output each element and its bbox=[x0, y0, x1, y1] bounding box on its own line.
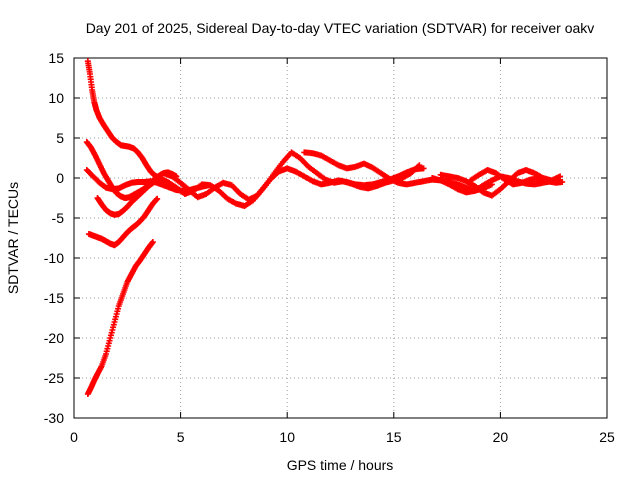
x-tick-label: 25 bbox=[599, 429, 615, 445]
x-tick-label: 10 bbox=[279, 429, 295, 445]
axis-ticks: 0 5 10 15 20 25 -30 -25 -20 -15 -10 -5 0 5 10 15 bbox=[44, 50, 615, 445]
plot-frame bbox=[73, 57, 608, 419]
series-track-12 bbox=[467, 167, 566, 188]
data-points bbox=[83, 58, 566, 397]
y-tick-label: -10 bbox=[44, 250, 64, 266]
data-point bbox=[559, 179, 566, 185]
y-tick-label: 15 bbox=[48, 50, 64, 66]
y-tick-label: 5 bbox=[56, 130, 64, 146]
data-point bbox=[420, 165, 427, 172]
y-tick-label: -20 bbox=[44, 330, 64, 346]
y-tick-label: -15 bbox=[44, 290, 64, 306]
x-tick-label: 0 bbox=[70, 429, 78, 445]
series-track-8 bbox=[160, 149, 423, 203]
y-tick-label: -30 bbox=[44, 410, 64, 426]
series-track-6 bbox=[84, 239, 156, 397]
y-tick-label: 10 bbox=[48, 90, 64, 106]
y-tick-label: 0 bbox=[56, 170, 64, 186]
data-point bbox=[416, 162, 423, 169]
series-track-9 bbox=[301, 149, 495, 194]
x-tick-label: 5 bbox=[177, 429, 185, 445]
y-axis-title: SDTVAR / TECUs bbox=[5, 182, 21, 294]
data-point bbox=[149, 239, 156, 245]
data-point bbox=[154, 195, 161, 202]
x-axis-title: GPS time / hours bbox=[287, 457, 394, 473]
chart-title: Day 201 of 2025, Sidereal Day-to-day VTE… bbox=[86, 20, 595, 36]
series-track-1 bbox=[84, 58, 163, 181]
x-tick-label: 20 bbox=[493, 429, 509, 445]
series-track-5 bbox=[85, 195, 161, 249]
y-tick-label: -25 bbox=[44, 370, 64, 386]
x-tick-label: 15 bbox=[386, 429, 402, 445]
data-point bbox=[557, 173, 564, 180]
y-tick-label: -5 bbox=[52, 210, 65, 226]
series-track-7 bbox=[156, 165, 427, 209]
grid-lines bbox=[74, 58, 607, 418]
